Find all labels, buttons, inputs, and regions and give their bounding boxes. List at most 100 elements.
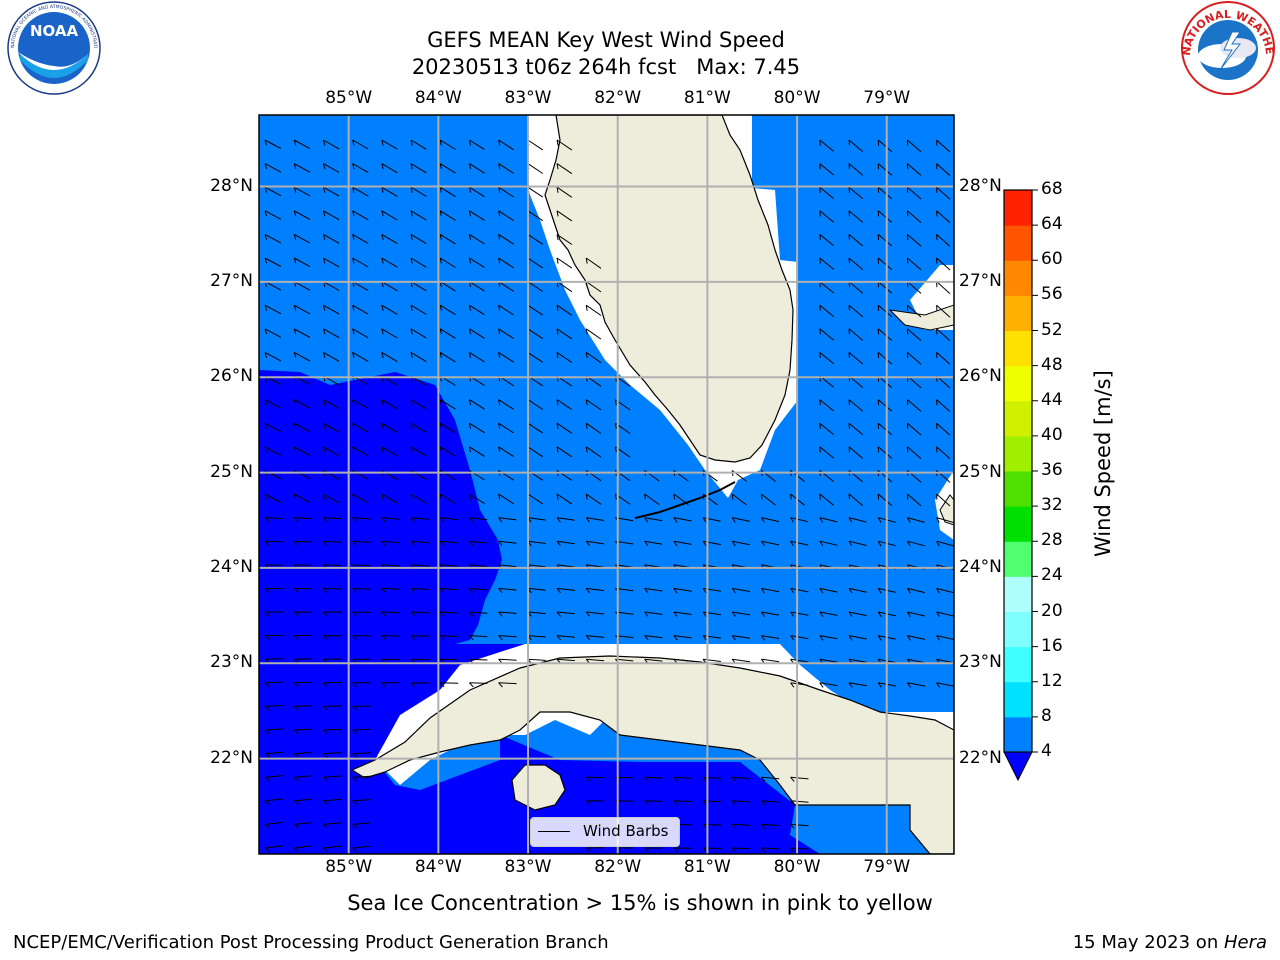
- wind-barb: [293, 798, 313, 805]
- wind-barb: [644, 587, 663, 594]
- lon-label-bottom: 82°W: [594, 857, 642, 877]
- wind-barb: [556, 399, 573, 411]
- wind-barb: [731, 823, 751, 829]
- colorbar-tick-label: 44: [1041, 389, 1063, 410]
- wind-barb: [498, 611, 517, 617]
- wind-barb: [498, 399, 514, 410]
- wind-barb: [410, 517, 429, 523]
- wind-barb: [848, 422, 864, 436]
- wind-barb: [819, 587, 838, 594]
- wind-barb: [848, 611, 867, 617]
- wind-barb: [556, 163, 573, 175]
- colorbar-tick-label: 16: [1041, 635, 1063, 656]
- wind-barb: [352, 422, 369, 433]
- wind-barb: [264, 210, 282, 220]
- wind-barb: [848, 139, 864, 152]
- wind-barb: [819, 422, 835, 435]
- wind-barb: [731, 540, 750, 547]
- wind-barb: [936, 446, 951, 460]
- wind-barb: [352, 775, 371, 782]
- wind-barb: [439, 682, 459, 688]
- wind-barb: [498, 163, 514, 174]
- wind-barb: [439, 351, 456, 363]
- colorbar: [1003, 189, 1038, 782]
- wind-barb: [556, 446, 573, 458]
- wind-barb: [439, 422, 456, 434]
- wind-barb: [264, 728, 284, 735]
- wind-barb: [381, 210, 398, 221]
- wind-barb: [264, 422, 282, 433]
- wind-barb: [439, 304, 456, 316]
- lon-label-top: 82°W: [594, 88, 642, 108]
- wind-barb: [906, 328, 922, 341]
- wind-barb: [498, 186, 514, 198]
- wind-barb: [585, 399, 602, 411]
- colorbar-segment: [1004, 541, 1032, 577]
- wind-barb: [673, 776, 692, 782]
- wind-barb: [381, 163, 398, 174]
- lat-label-right: 24°N: [959, 556, 1002, 577]
- wind-barb: [498, 635, 517, 641]
- wind-barb: [410, 422, 427, 433]
- wind-barb: [848, 210, 864, 223]
- wind-barb: [906, 139, 922, 153]
- wind-barb: [556, 186, 573, 198]
- wind-barb: [293, 635, 313, 640]
- lon-label-top: 83°W: [504, 88, 552, 108]
- wind-barb: [790, 540, 809, 547]
- wind-barb: [936, 493, 951, 507]
- noaa-logo-text: NOAA: [30, 22, 79, 40]
- wind-barb: [877, 328, 893, 341]
- wind-barb: [264, 634, 284, 640]
- wind-barb: [498, 139, 514, 151]
- wind-barb: [790, 517, 809, 523]
- wind-barb: [936, 682, 954, 688]
- wind-barb: [323, 752, 342, 758]
- lat-label-left: 28°N: [210, 175, 253, 196]
- wind-barb: [936, 540, 954, 547]
- wind-barb: [906, 635, 926, 641]
- wind-barb: [410, 328, 427, 339]
- wind-barb: [644, 611, 663, 617]
- wind-barb: [498, 304, 514, 316]
- wind-barb: [381, 399, 398, 410]
- wind-barb: [877, 422, 893, 436]
- wind-barb: [468, 233, 485, 245]
- wind-barb: [731, 493, 747, 506]
- wind-barb: [790, 611, 809, 617]
- legend: [530, 817, 680, 847]
- wind-barb: [410, 163, 427, 174]
- colorbar-tick-label: 32: [1041, 495, 1063, 516]
- wind-barb: [702, 800, 722, 806]
- wind-barb: [585, 304, 602, 316]
- lat-label-left: 22°N: [210, 747, 253, 768]
- wind-barb: [352, 139, 369, 150]
- wind-barb: [819, 257, 835, 270]
- wind-barb: [322, 139, 340, 150]
- wind-barb: [702, 517, 721, 523]
- wind-barb: [644, 800, 663, 806]
- wind-barb: [323, 517, 342, 523]
- wind-barb: [848, 635, 867, 641]
- lon-label-top: 79°W: [863, 88, 911, 108]
- wind-barb: [498, 517, 517, 523]
- colorbar-segment: [1004, 400, 1032, 437]
- wind-barb: [906, 399, 922, 412]
- wind-barb: [469, 540, 488, 546]
- wind-barb: [673, 493, 689, 506]
- wind-barb: [731, 587, 750, 594]
- wind-barb: [644, 493, 660, 506]
- wind-barb: [381, 351, 398, 363]
- wind-barb: [585, 493, 602, 505]
- wind-barb: [848, 257, 864, 270]
- colorbar-tick-label: 20: [1041, 600, 1063, 621]
- lon-label-bottom: 79°W: [863, 857, 911, 877]
- wind-barb: [848, 493, 864, 506]
- wind-barb: [323, 587, 342, 593]
- wind-barb: [293, 728, 313, 735]
- colorbar-segment: [1004, 330, 1032, 367]
- wind-barb: [352, 351, 369, 362]
- wind-barb: [732, 872, 750, 876]
- colorbar-tick-label: 40: [1041, 424, 1063, 445]
- wind-barb: [702, 847, 722, 853]
